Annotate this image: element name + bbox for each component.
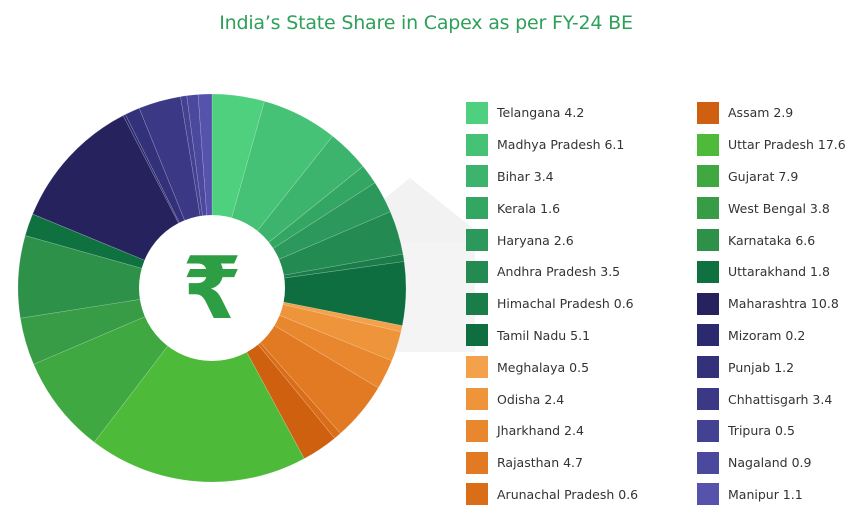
legend-label: Tripura 0.5: [728, 423, 795, 439]
legend-swatch: [466, 197, 488, 220]
legend-swatch: [466, 451, 488, 474]
legend-item: Haryana 2.6: [466, 224, 638, 256]
legend-swatch: [466, 324, 488, 347]
legend-item: Assam 2.9: [697, 97, 846, 129]
legend-swatch: [466, 292, 488, 315]
legend-label: Uttarakhand 1.8: [728, 264, 830, 280]
legend-label: Assam 2.9: [728, 105, 794, 121]
legend-item: Telangana 4.2: [466, 97, 638, 129]
legend-swatch: [466, 483, 488, 506]
legend-item: Kerala 1.6: [466, 192, 638, 224]
legend-swatch: [466, 388, 488, 411]
legend-label: Gujarat 7.9: [728, 168, 799, 184]
legend-swatch: [466, 419, 488, 442]
legend-label: Andhra Pradesh 3.5: [497, 264, 621, 280]
legend-item: Uttar Pradesh 17.6: [697, 129, 846, 161]
legend-swatch: [466, 260, 488, 283]
legend-label: Rajasthan 4.7: [497, 455, 583, 471]
pie-slice-tamil-nadu: [211, 261, 407, 327]
legend-item: Himachal Pradesh 0.6: [466, 288, 638, 320]
legend-swatch: [466, 165, 488, 188]
legend-label: Odisha 2.4: [497, 391, 565, 407]
legend-label: Uttar Pradesh 17.6: [728, 137, 846, 153]
legend-item: Uttarakhand 1.8: [697, 256, 846, 288]
legend-item: Odisha 2.4: [466, 383, 638, 415]
legend-swatch: [697, 101, 719, 124]
legend-item: Tripura 0.5: [697, 415, 846, 447]
legend-label: Mizoram 0.2: [728, 327, 806, 343]
rupee-icon: ₹: [182, 239, 242, 339]
pie-slice-karnataka: [17, 235, 213, 319]
legend-swatch: [697, 451, 719, 474]
legend-label: Arunachal Pradesh 0.6: [497, 486, 639, 502]
legend-item: Karnataka 6.6: [697, 224, 846, 256]
legend-item: Tamil Nadu 5.1: [466, 320, 638, 352]
legend-item: Rajasthan 4.7: [466, 447, 638, 479]
legend-label: Punjab 1.2: [728, 359, 795, 375]
legend-swatch: [697, 260, 719, 283]
legend-swatch: [466, 101, 488, 124]
legend-item: Punjab 1.2: [697, 351, 846, 383]
legend-item: Jharkhand 2.4: [466, 415, 638, 447]
legend-swatch: [466, 356, 488, 379]
legend-item: Nagaland 0.9: [697, 447, 846, 479]
legend-item: West Bengal 3.8: [697, 192, 846, 224]
legend-column-1: Telangana 4.2 Madhya Pradesh 6.1 Bihar 3.4…: [466, 97, 638, 510]
legend-label: Meghalaya 0.5: [497, 359, 590, 375]
chart-title: India’s State Share in Capex as per FY-2…: [219, 12, 633, 34]
legend-item: Chhattisgarh 3.4: [697, 383, 846, 415]
legend-swatch: [697, 324, 719, 347]
legend-label: Karnataka 6.6: [728, 232, 816, 248]
legend-label: Jharkhand 2.4: [497, 423, 584, 439]
legend-swatch: [697, 483, 719, 506]
legend-label: Bihar 3.4: [497, 168, 554, 184]
legend-label: Kerala 1.6: [497, 200, 561, 216]
legend-item: Mizoram 0.2: [697, 320, 846, 352]
legend-label: Tamil Nadu 5.1: [497, 327, 591, 343]
legend-label: Maharashtra 10.8: [728, 296, 839, 312]
legend-swatch: [697, 197, 719, 220]
pie-slice-uttar-pradesh: [93, 287, 305, 483]
legend-label: Nagaland 0.9: [728, 455, 812, 471]
legend-swatch: [697, 388, 719, 411]
legend-item: Gujarat 7.9: [697, 161, 846, 193]
legend-label: Haryana 2.6: [497, 232, 574, 248]
donut-hole: [139, 215, 285, 361]
legend-swatch: [697, 133, 719, 156]
legend-swatch: [697, 165, 719, 188]
legend-swatch: [697, 419, 719, 442]
legend-swatch: [466, 133, 488, 156]
legend-label: Manipur 1.1: [728, 486, 803, 502]
legend-label: Telangana 4.2: [497, 105, 585, 121]
legend-item: Madhya Pradesh 6.1: [466, 129, 638, 161]
legend-label: West Bengal 3.8: [728, 200, 830, 216]
legend-item: Maharashtra 10.8: [697, 288, 846, 320]
legend-swatch: [697, 356, 719, 379]
legend-label: Chhattisgarh 3.4: [728, 391, 833, 407]
legend-swatch: [697, 292, 719, 315]
legend-item: Manipur 1.1: [697, 479, 846, 511]
legend-item: Arunachal Pradesh 0.6: [466, 479, 638, 511]
legend-swatch: [697, 229, 719, 252]
legend-label: Himachal Pradesh 0.6: [497, 296, 634, 312]
legend-item: Andhra Pradesh 3.5: [466, 256, 638, 288]
legend-item: Meghalaya 0.5: [466, 351, 638, 383]
legend-swatch: [466, 229, 488, 252]
legend-item: Bihar 3.4: [466, 161, 638, 193]
legend-column-2: Assam 2.9 Uttar Pradesh 17.6 Gujarat 7.9 We…: [697, 97, 846, 510]
legend-label: Madhya Pradesh 6.1: [497, 137, 625, 153]
